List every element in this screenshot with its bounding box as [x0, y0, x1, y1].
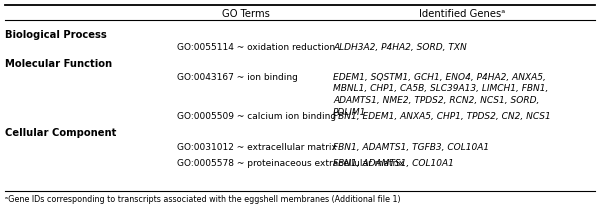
Text: GO:0005578 ~ proteinaceous extracellular matrix: GO:0005578 ~ proteinaceous extracellular… — [177, 159, 404, 168]
Text: GO:0043167 ~ ion binding: GO:0043167 ~ ion binding — [177, 73, 298, 82]
Text: EDEM1, SQSTM1, GCH1, ENO4, P4HA2, ANXA5,
MBNL1, CHP1, CA5B, SLC39A13, LIMCH1, FB: EDEM1, SQSTM1, GCH1, ENO4, P4HA2, ANXA5,… — [333, 73, 548, 117]
Text: Cellular Component: Cellular Component — [5, 128, 116, 138]
Text: Biological Process: Biological Process — [5, 30, 107, 40]
Text: ᵃGene IDs corresponding to transcripts associated with the eggshell membranes (A: ᵃGene IDs corresponding to transcripts a… — [5, 195, 400, 204]
Text: FBN1, ADAMTS1, COL10A1: FBN1, ADAMTS1, COL10A1 — [333, 159, 454, 168]
Text: GO:0005509 ~ calcium ion binding: GO:0005509 ~ calcium ion binding — [177, 112, 336, 121]
Text: GO:0055114 ~ oxidation reduction: GO:0055114 ~ oxidation reduction — [177, 43, 335, 52]
Text: FBN1, EDEM1, ANXA5, CHP1, TPDS2, CN2, NCS1: FBN1, EDEM1, ANXA5, CHP1, TPDS2, CN2, NC… — [333, 112, 551, 121]
Text: ALDH3A2, P4HA2, SORD, TXN: ALDH3A2, P4HA2, SORD, TXN — [333, 43, 467, 52]
Text: Molecular Function: Molecular Function — [5, 59, 112, 69]
Text: GO Terms: GO Terms — [222, 9, 270, 19]
Text: GO:0031012 ~ extracellular matrix: GO:0031012 ~ extracellular matrix — [177, 143, 337, 152]
Text: FBN1, ADAMTS1, TGFB3, COL10A1: FBN1, ADAMTS1, TGFB3, COL10A1 — [333, 143, 489, 152]
Text: Identified Genesᵃ: Identified Genesᵃ — [419, 9, 505, 19]
